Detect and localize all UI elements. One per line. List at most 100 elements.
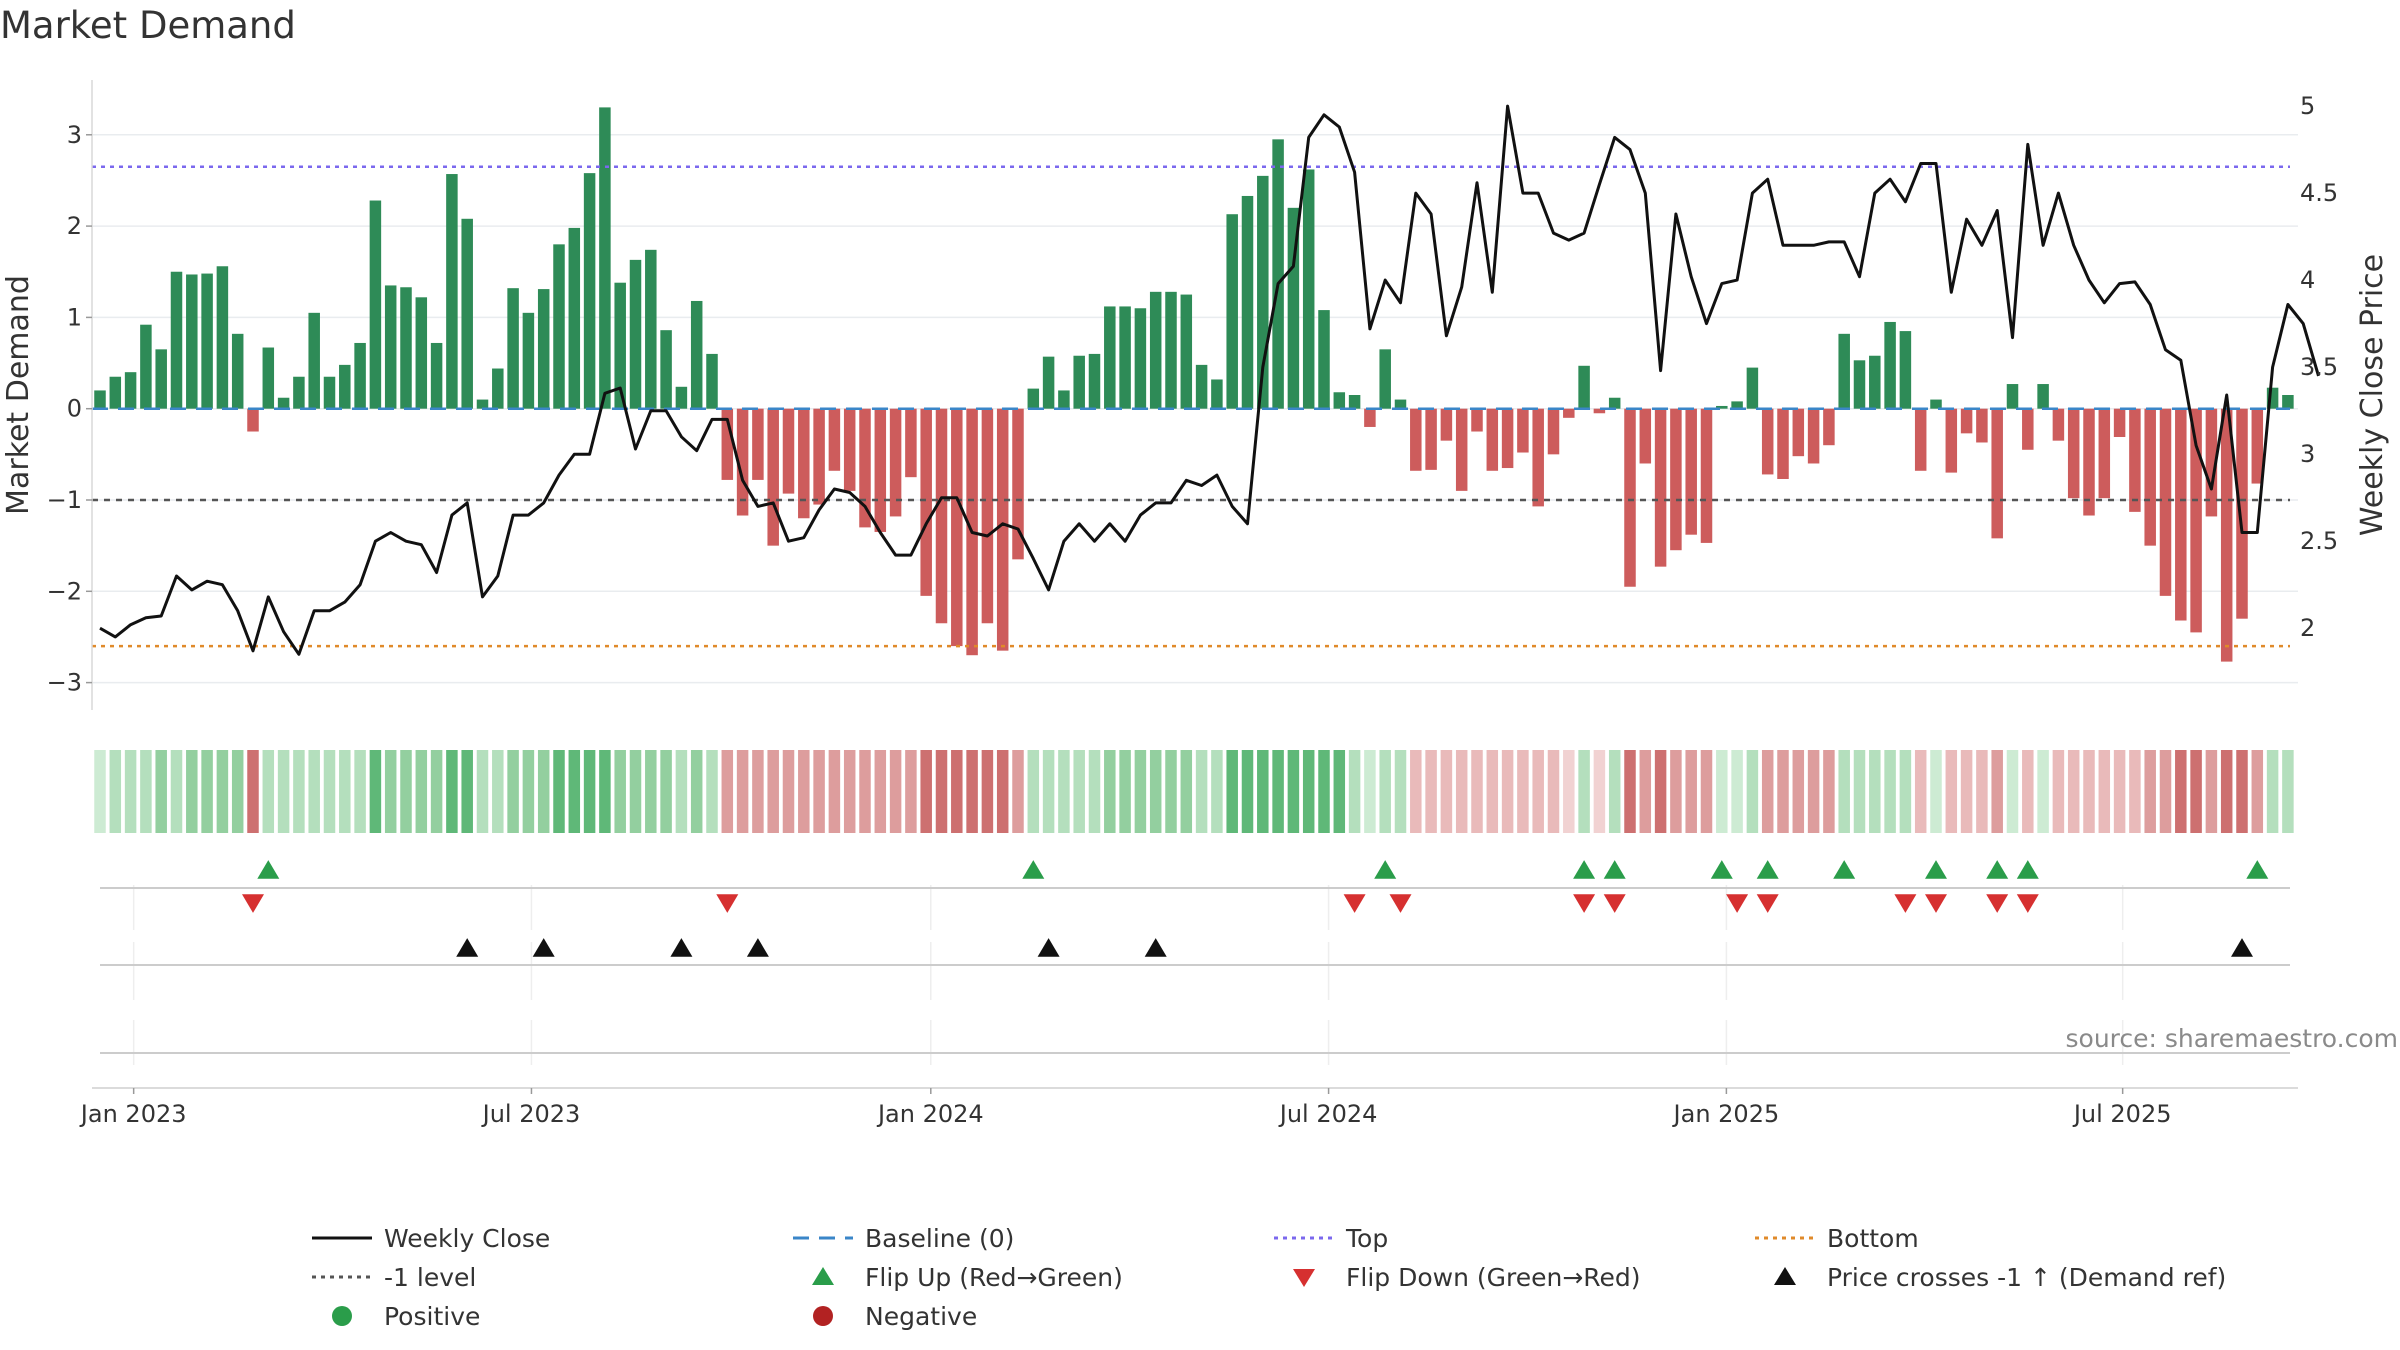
legend-item: Price crosses -1 ↑ (Demand ref) [1774, 1263, 2226, 1292]
band-cell [1746, 750, 1759, 833]
band-cell [1654, 750, 1667, 833]
band-cell [1532, 750, 1544, 833]
demand-bar [1042, 356, 1055, 409]
demand-bar [2022, 408, 2034, 450]
band-cell [1838, 750, 1850, 833]
demand-bar [2098, 408, 2111, 499]
demand-bar [369, 200, 382, 409]
band-cell [2190, 750, 2202, 833]
band-cell [935, 750, 948, 833]
band-cell [1440, 750, 1453, 833]
band-cell [507, 750, 519, 833]
demand-bars [94, 107, 2294, 662]
band-cell [1425, 750, 1437, 833]
band-cell [690, 750, 703, 833]
band-cell [2282, 750, 2294, 833]
y2-tick-label: 3 [2300, 440, 2315, 468]
demand-bar [1685, 408, 1697, 535]
demand-bar [1088, 353, 1101, 409]
demand-bar [231, 333, 244, 409]
band-cell [2266, 750, 2279, 833]
demand-bar [706, 353, 718, 409]
band-cell [721, 750, 734, 833]
demand-bar [1960, 408, 1973, 434]
demand-bar [94, 390, 106, 409]
demand-bar [1869, 355, 1881, 409]
band-cell [1884, 750, 1896, 833]
demand-bar [415, 297, 428, 409]
flip-down-marker [1343, 894, 1366, 913]
band-cell [2205, 750, 2218, 833]
band-cell [1042, 750, 1055, 833]
band-cell [843, 750, 856, 833]
demand-bar [1501, 408, 1514, 469]
demand-bar [660, 330, 672, 409]
demand-bar [109, 376, 122, 409]
band-cell [1716, 750, 1728, 833]
x-tick-label: Jul 2024 [1278, 1100, 1378, 1128]
demand-bar [1119, 306, 1131, 409]
demand-bar [981, 408, 994, 624]
demand-bar [2129, 408, 2141, 512]
band-cell [384, 750, 397, 833]
band-cell [430, 750, 443, 833]
demand-bar [1761, 408, 1774, 475]
band-cell [951, 750, 963, 833]
band-cell [1287, 750, 1300, 833]
band-cell [2175, 750, 2187, 833]
demand-bar [1624, 408, 1636, 587]
band-cell [308, 750, 320, 833]
flip-up-marker [1986, 860, 2009, 879]
flip-up-marker [1710, 860, 1733, 879]
flip-down-marker [716, 894, 739, 913]
demand-bar [1517, 408, 1529, 453]
band-cell [293, 750, 305, 833]
price-cross-marker [670, 938, 693, 957]
chart-title: Market Demand [0, 4, 296, 47]
band-cell [767, 750, 779, 833]
demand-bar [1394, 399, 1407, 409]
legend-label: Weekly Close [384, 1224, 550, 1253]
band-cell [170, 750, 183, 833]
y2-tick-label: 3.5 [2300, 353, 2338, 381]
band-cell [354, 750, 366, 833]
band-cell [2083, 750, 2095, 833]
band-cell [981, 750, 994, 833]
demand-bar [1134, 308, 1147, 409]
demand-bar [859, 408, 871, 528]
band-cell [905, 750, 917, 833]
flip-down-marker [1726, 894, 1749, 913]
band-cell [1731, 750, 1743, 833]
band-cell [1134, 750, 1147, 833]
demand-bar [1180, 294, 1193, 409]
y-tick-label: 2 [67, 212, 82, 240]
demand-bar [1746, 367, 1759, 409]
demand-bar [2175, 408, 2187, 621]
demand-bar [1914, 408, 1927, 471]
demand-bar [721, 408, 734, 480]
demand-bar [2190, 408, 2202, 633]
demand-bar [1593, 408, 1606, 414]
band-cell [1547, 750, 1560, 833]
x-tick-label: Jan 2024 [876, 1100, 984, 1128]
band-cell [553, 750, 565, 833]
legend-label: Bottom [1827, 1224, 1919, 1253]
band-cell [1348, 750, 1361, 833]
demand-bar [1976, 408, 1988, 443]
y2-tick-label: 4.5 [2300, 179, 2338, 207]
band-cell [828, 750, 841, 833]
demand-bar [951, 408, 963, 647]
band-cell [1670, 750, 1682, 833]
x-tick-label: Jul 2023 [481, 1100, 581, 1128]
demand-bar [935, 408, 948, 624]
legend-triangle-down-icon [1293, 1269, 1315, 1287]
legend-label: -1 level [384, 1263, 476, 1292]
band-cell [1149, 750, 1162, 833]
demand-bar [1486, 408, 1499, 471]
legend-item: Flip Down (Green→Red) [1293, 1263, 1641, 1292]
band-cell [1257, 750, 1269, 833]
band-cell [446, 750, 458, 833]
flip-down-marker [1756, 894, 1779, 913]
band-cell [859, 750, 871, 833]
demand-bar [1379, 349, 1391, 409]
